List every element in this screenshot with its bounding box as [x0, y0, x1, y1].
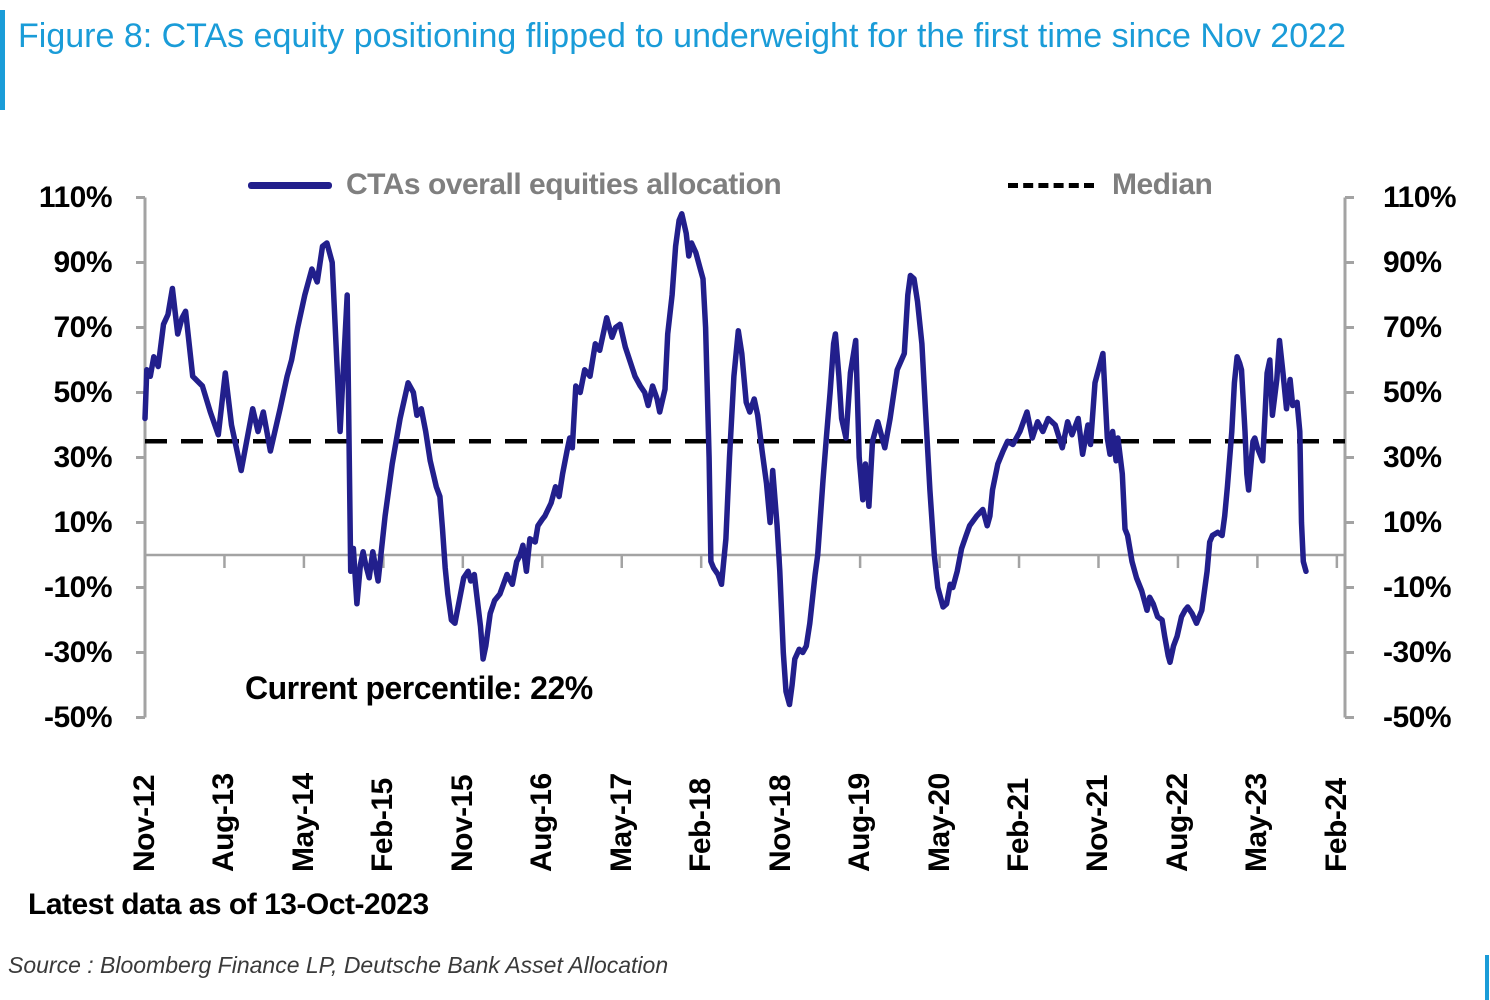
x-axis-label: May-14	[286, 773, 320, 872]
y-axis-label-left: 30%	[53, 440, 112, 474]
x-axis-label: Feb-24	[1319, 778, 1353, 872]
title-accent-bar	[0, 10, 5, 110]
legend-item-ctas: CTAs overall equities allocation	[248, 168, 782, 202]
y-axis-label-right: -50%	[1383, 700, 1452, 734]
y-axis-label-left: -10%	[43, 570, 113, 604]
ctas-allocation-line	[142, 211, 1309, 708]
legend-item-median: Median	[1008, 168, 1213, 202]
y-axis-label-left: 10%	[53, 505, 112, 539]
x-axis-label: May-20	[922, 773, 956, 872]
x-axis-label: Feb-15	[366, 778, 400, 872]
x-axis-label: May-17	[604, 773, 638, 872]
y-axis-label-right: 70%	[1383, 310, 1442, 344]
legend-label-median: Median	[1112, 168, 1213, 201]
x-axis-label: Feb-21	[1002, 778, 1036, 872]
x-axis-label: Nov-12	[128, 774, 161, 872]
y-axis-label-right: 30%	[1383, 440, 1442, 474]
current-percentile-annotation: Current percentile: 22%	[245, 670, 593, 706]
y-axis-label-right: -10%	[1383, 570, 1452, 604]
x-axis-label: Nov-18	[763, 774, 797, 872]
y-axis-label-right: 10%	[1383, 505, 1442, 539]
y-axis-label-left: -50%	[43, 700, 113, 734]
y-axis-label-left: -30%	[43, 635, 113, 669]
y-axis-label-right: 110%	[1383, 180, 1457, 214]
x-axis-label: Aug-19	[843, 773, 877, 872]
x-axis-label: Aug-22	[1160, 773, 1194, 872]
solid-line-swatch-icon	[248, 181, 332, 189]
x-axis-label: Feb-18	[684, 778, 718, 872]
x-axis-label: Aug-13	[207, 773, 241, 872]
legend-label-ctas: CTAs overall equities allocation	[346, 168, 782, 201]
y-axis-label-right: 50%	[1383, 375, 1442, 409]
chart-legend: CTAs overall equities allocation Median	[0, 168, 1490, 208]
y-axis-label-right: -30%	[1383, 635, 1452, 669]
figure-title: Figure 8: CTAs equity positioning flippe…	[18, 17, 1346, 55]
y-axis-label-right: 90%	[1383, 245, 1442, 279]
y-axis-label-left: 50%	[53, 375, 112, 409]
x-axis-label: Aug-16	[525, 773, 559, 872]
source-note: Source : Bloomberg Finance LP, Deutsche …	[8, 952, 669, 978]
corner-accent-bar	[1485, 955, 1489, 1000]
y-axis-label-left: 110%	[38, 180, 113, 214]
y-axis-label-left: 90%	[53, 245, 112, 279]
x-axis-label: Nov-21	[1081, 774, 1115, 872]
x-axis-label: May-23	[1240, 773, 1274, 872]
dashed-line-swatch-icon	[1008, 182, 1094, 188]
latest-data-note: Latest data as of 13-Oct-2023	[28, 888, 429, 921]
y-axis-label-left: 70%	[53, 310, 112, 344]
x-axis-label: Nov-15	[445, 774, 479, 872]
